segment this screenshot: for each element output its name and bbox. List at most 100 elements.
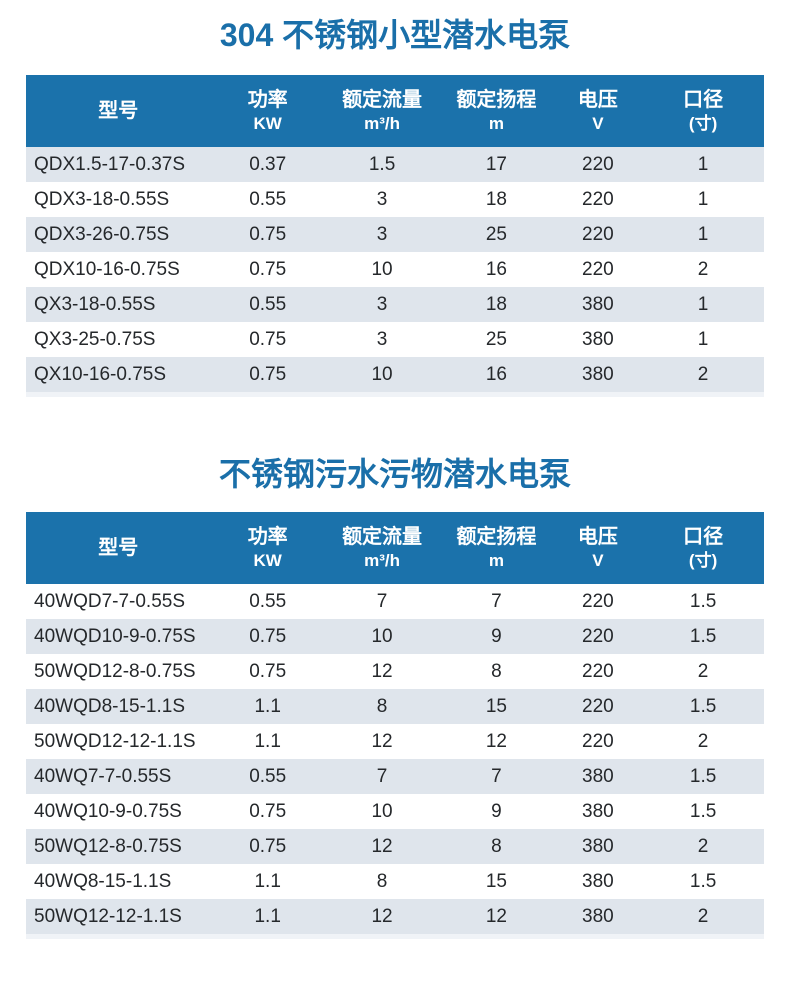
table-row: QX10-16-0.75S 0.75 10 16 380 2 [26, 357, 764, 392]
cell-model: 40WQ7-7-0.55S [34, 765, 172, 787]
cell-rated-head: 25 [485, 328, 507, 350]
cell-diameter: 2 [697, 730, 709, 752]
cell-model: 50WQD12-8-0.75S [34, 660, 196, 682]
cell-diameter: 1.5 [689, 800, 717, 822]
cell-diameter: 1.5 [689, 590, 717, 612]
cell-rated-head: 18 [485, 293, 507, 315]
cell-power: 0.75 [249, 625, 287, 647]
cell-rated-head: 7 [491, 590, 502, 612]
column-header-voltage: 电压 V [553, 75, 643, 147]
column-header-voltage: 电压 V [553, 512, 643, 584]
cell-diameter: 1.5 [689, 625, 717, 647]
cell-rated-flow: 8 [376, 695, 388, 717]
cell-voltage: 380 [582, 328, 614, 350]
table-row: QDX3-26-0.75S 0.75 3 25 220 1 [26, 217, 764, 252]
cell-diameter: 1.5 [689, 870, 717, 892]
table-row: QDX1.5-17-0.37S 0.37 1.5 17 220 1 [26, 147, 764, 182]
cell-voltage: 220 [582, 625, 614, 647]
cell-rated-flow: 3 [376, 328, 388, 350]
cell-rated-flow: 8 [376, 870, 388, 892]
cell-rated-head: 12 [485, 730, 507, 752]
cell-model: 50WQ12-8-0.75S [34, 835, 182, 857]
cell-model: 50WQ12-12-1.1S [34, 905, 182, 927]
cell-voltage: 220 [582, 695, 614, 717]
cell-diameter: 2 [697, 835, 709, 857]
table-row: 40WQ10-9-0.75S 0.75 10 9 380 1.5 [26, 794, 764, 829]
cell-power: 0.55 [249, 765, 287, 787]
cell-rated-head: 17 [485, 153, 507, 175]
cell-diameter: 2 [697, 660, 709, 682]
table-row: 40WQ8-15-1.1S 1.1 8 15 380 1.5 [26, 864, 764, 899]
cell-rated-head: 16 [485, 363, 507, 385]
cell-model: 50WQD12-12-1.1S [34, 730, 196, 752]
cell-power: 0.75 [249, 363, 287, 385]
table-row: 50WQ12-12-1.1S 1.1 12 12 380 2 [26, 899, 764, 934]
cell-model: 40WQD7-7-0.55S [34, 590, 186, 612]
cell-rated-head: 8 [491, 660, 502, 682]
cell-voltage: 220 [582, 223, 614, 245]
cell-model: QX10-16-0.75S [34, 363, 167, 385]
cell-rated-head: 7 [491, 765, 502, 787]
cell-rated-head: 15 [485, 870, 507, 892]
cell-power: 0.75 [249, 223, 287, 245]
cell-diameter: 2 [697, 363, 709, 385]
section-title-304-small-pump: 304 不锈钢小型潜水电泵 [219, 17, 571, 53]
cell-power: 0.75 [249, 835, 287, 857]
cell-voltage: 380 [582, 835, 614, 857]
cell-diameter: 2 [697, 905, 709, 927]
table-row: 50WQD12-12-1.1S 1.1 12 12 220 2 [26, 724, 764, 759]
cell-model: QDX3-18-0.55S [34, 188, 170, 210]
cell-power: 0.75 [249, 258, 287, 280]
cell-voltage: 220 [582, 590, 614, 612]
cell-voltage: 220 [582, 153, 614, 175]
cell-power: 1.1 [254, 905, 281, 927]
cell-model: 40WQD10-9-0.75S [34, 625, 196, 647]
cell-power: 1.1 [254, 730, 281, 752]
cell-rated-flow: 1.5 [368, 153, 396, 175]
table-header-row: 型号 功率 KW 额定流量 m³/h 额定扬程 m 电压 V 口径 (寸) [26, 512, 764, 584]
column-header-model: 型号 [26, 512, 211, 584]
table-row: 40WQ7-7-0.55S 0.55 7 7 380 1.5 [26, 759, 764, 794]
table-header-row: 型号 功率 KW 额定流量 m³/h 额定扬程 m 电压 V 口径 (寸) [26, 75, 764, 147]
cell-rated-head: 25 [485, 223, 507, 245]
table-row: QX3-18-0.55S 0.55 3 18 380 1 [26, 287, 764, 322]
cell-rated-head: 15 [485, 695, 507, 717]
cell-model: QDX1.5-17-0.37S [34, 153, 186, 175]
cell-rated-flow: 12 [371, 835, 393, 857]
table-bottom-strip [26, 392, 764, 397]
table-row: QDX10-16-0.75S 0.75 10 16 220 2 [26, 252, 764, 287]
column-header-power: 功率 KW [210, 512, 325, 584]
cell-voltage: 220 [582, 258, 614, 280]
cell-model: QX3-25-0.75S [34, 328, 156, 350]
cell-rated-flow: 10 [371, 258, 393, 280]
cell-rated-head: 18 [485, 188, 507, 210]
cell-rated-head: 9 [491, 625, 502, 647]
table-row: 40WQD8-15-1.1S 1.1 8 15 220 1.5 [26, 689, 764, 724]
cell-rated-flow: 10 [371, 625, 393, 647]
cell-power: 0.75 [249, 660, 287, 682]
cell-voltage: 220 [582, 730, 614, 752]
cell-voltage: 220 [582, 660, 614, 682]
cell-rated-flow: 3 [376, 293, 388, 315]
cell-rated-flow: 3 [376, 188, 388, 210]
cell-rated-head: 8 [491, 835, 502, 857]
column-header-rated-flow: 额定流量 m³/h [324, 512, 440, 584]
cell-rated-flow: 3 [376, 223, 388, 245]
cell-rated-flow: 7 [376, 590, 388, 612]
table-row: QX3-25-0.75S 0.75 3 25 380 1 [26, 322, 764, 357]
table-row: 40WQD7-7-0.55S 0.55 7 7 220 1.5 [26, 584, 764, 619]
cell-model: QDX3-26-0.75S [34, 223, 170, 245]
cell-model: QDX10-16-0.75S [34, 258, 180, 280]
cell-voltage: 380 [582, 905, 614, 927]
cell-diameter: 1 [697, 153, 709, 175]
cell-rated-flow: 10 [371, 363, 393, 385]
cell-power: 0.75 [249, 800, 287, 822]
column-header-rated-head: 额定扬程 m [439, 512, 554, 584]
cell-rated-flow: 12 [371, 905, 393, 927]
cell-diameter: 2 [697, 258, 709, 280]
cell-rated-flow: 10 [371, 800, 393, 822]
table-row: 40WQD10-9-0.75S 0.75 10 9 220 1.5 [26, 619, 764, 654]
table-sewage-pump: 型号 功率 KW 额定流量 m³/h 额定扬程 m 电压 V 口径 (寸) 40WQD7-… [26, 512, 764, 939]
cell-rated-head: 12 [485, 905, 507, 927]
cell-power: 0.75 [249, 328, 287, 350]
